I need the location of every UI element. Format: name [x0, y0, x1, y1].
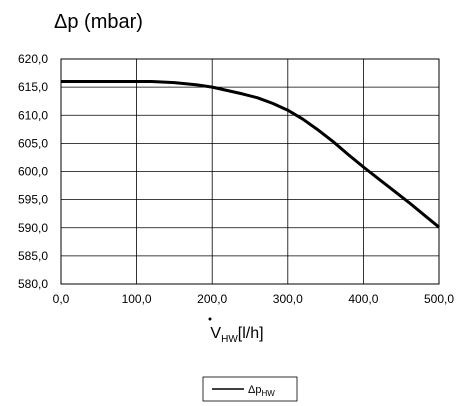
- x-tick-label: 200,0: [197, 292, 227, 306]
- x-tick-label: 0,0: [53, 292, 70, 306]
- y-tick-label: 590,0: [18, 221, 48, 235]
- legend: ΔpHW: [202, 376, 298, 402]
- series-line-0: [61, 80, 440, 229]
- y-tick-label: 600,0: [18, 165, 48, 179]
- plot-frame: [60, 58, 440, 285]
- x-axis-label-sub: HW: [221, 334, 238, 345]
- legend-label: ΔpHW: [248, 384, 275, 398]
- x-axis-label-unit: [l/h]: [238, 325, 264, 342]
- x-tick-label: 400,0: [348, 292, 378, 306]
- grid: [60, 58, 440, 285]
- x-axis-label-main: V: [210, 325, 221, 342]
- y-tick-label: 585,0: [18, 249, 48, 263]
- series-group: [61, 80, 440, 229]
- y-tick-labels: 620,0 615,0 610,0 605,0 600,0 595,0 590,0 585,0…: [18, 52, 48, 291]
- x-axis-label: VHW[l/h]: [210, 325, 263, 345]
- legend-label-main: Δp: [248, 384, 261, 396]
- legend-label-sub: HW: [261, 389, 275, 398]
- x-tick-label: 100,0: [122, 292, 152, 306]
- y-tick-label: 615,0: [18, 80, 48, 94]
- y-tick-label: 605,0: [18, 136, 48, 150]
- y-tick-label: 595,0: [18, 193, 48, 207]
- x-axis-label-dot: [208, 317, 212, 321]
- y-tick-label: 610,0: [18, 108, 48, 122]
- x-tick-label: 500,0: [424, 292, 454, 306]
- y-tick-label: 580,0: [18, 277, 48, 291]
- x-tick-label: 300,0: [273, 292, 303, 306]
- y-tick-label: 620,0: [18, 52, 48, 66]
- chart-title: Δp (mbar): [54, 11, 143, 33]
- x-tick-labels: 0,0 100,0 200,0 300,0 400,0 500,0: [53, 292, 455, 306]
